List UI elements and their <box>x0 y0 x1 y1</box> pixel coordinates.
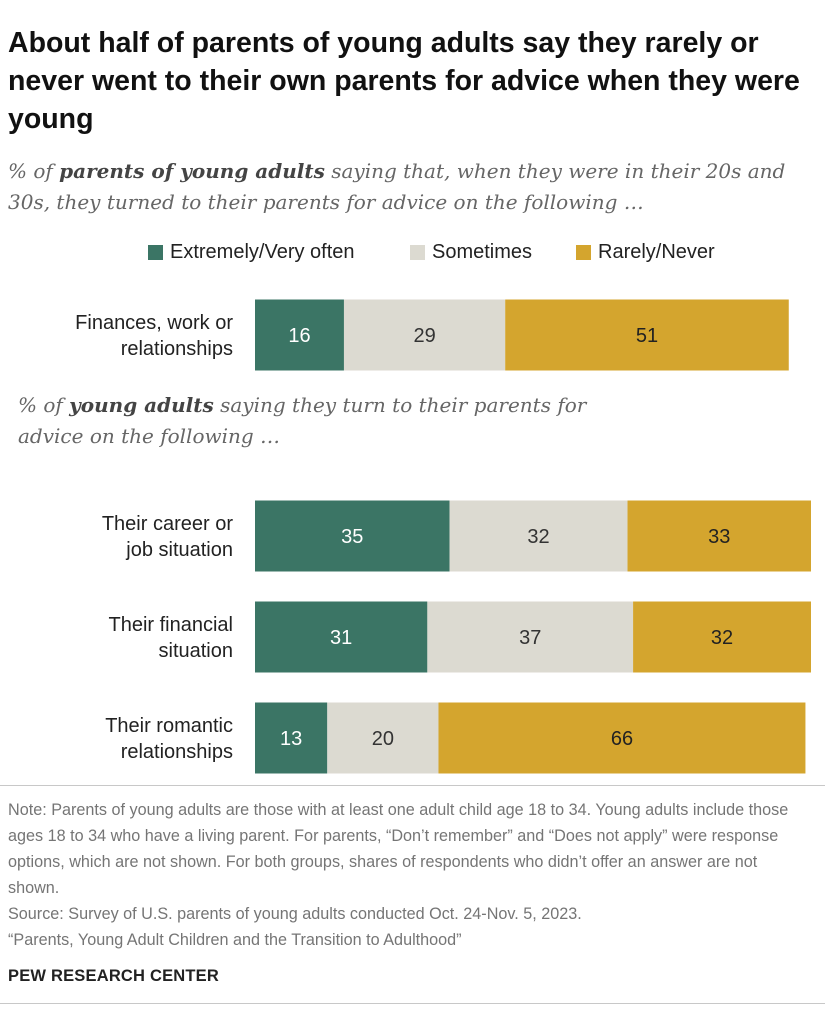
chart-notes: Note: Parents of young adults are those … <box>8 797 813 953</box>
value-label-their-career-or-job-situation-rarely: 33 <box>708 526 730 548</box>
subtitle-young-post: saying they turn to their parents for ad… <box>18 393 587 448</box>
legend-swatch-sometimes <box>410 244 425 260</box>
legend-item-rarely: Rarely/Never <box>576 239 715 265</box>
note-divider <box>0 785 825 786</box>
value-label-their-romantic-relationships-rarely: 66 <box>611 728 633 750</box>
subtitle-young-pre: % of <box>18 393 70 417</box>
bar-their-romantic-relationships-sometimes <box>327 702 439 774</box>
pew-logo-text: PEW RESEARCH CENTER <box>8 967 219 985</box>
category-label-their-financial-situation: Their financial situation <box>108 614 233 662</box>
bar-finances-work-or-relationships-rarely <box>505 299 789 371</box>
value-label-finances-work-or-relationships-rarely: 51 <box>636 325 658 347</box>
value-label-their-career-or-job-situation-sometimes: 32 <box>527 526 549 548</box>
bar-finances-work-or-relationships-often <box>255 299 344 371</box>
value-label-their-romantic-relationships-often: 13 <box>280 728 302 750</box>
legend-item-often: Extremely/Very often <box>148 239 355 265</box>
legend-label-sometimes: Sometimes <box>432 241 533 263</box>
category-label-their-career-or-job-situation: Their career or job situation <box>102 513 233 561</box>
value-label-their-career-or-job-situation-often: 35 <box>341 526 363 548</box>
stacked-bar-chart: Finances, work or relationships 16 29 51 Thei… <box>75 299 811 774</box>
subtitle-parents-pre: % of <box>8 159 60 183</box>
bar-their-financial-situation-sometimes <box>427 601 634 673</box>
bar-their-financial-situation-often <box>255 601 428 673</box>
value-label-their-financial-situation-sometimes: 37 <box>519 627 541 649</box>
bar-their-financial-situation-rarely <box>633 601 811 673</box>
bar-their-career-or-job-situation-rarely <box>627 500 811 572</box>
subtitle-young-bold: young adults <box>69 393 214 417</box>
legend-label-often: Extremely/Very often <box>170 241 355 263</box>
bar-finances-work-or-relationships-sometimes <box>343 299 506 371</box>
legend-label-rarely: Rarely/Never <box>598 241 715 263</box>
legend-item-sometimes: Sometimes <box>410 239 532 265</box>
source-text: Source: Survey of U.S. parents of young … <box>8 905 582 923</box>
bar-their-career-or-job-situation-often <box>255 500 450 572</box>
subtitle-parents-bold: parents of young adults <box>59 159 325 183</box>
legend-swatch-often <box>148 244 163 260</box>
value-label-finances-work-or-relationships-often: 16 <box>288 325 310 347</box>
category-label-their-romantic-relationships: Their romantic relationships <box>105 715 233 763</box>
report-title: “Parents, Young Adult Children and the T… <box>8 931 462 949</box>
bar-their-romantic-relationships-rarely <box>438 702 806 774</box>
legend-swatch-rarely <box>576 244 591 260</box>
footer-divider <box>0 1003 825 1004</box>
bar-their-romantic-relationships-often <box>255 702 328 774</box>
chart-subtitle-young-adults: % of young adults saying they turn to th… <box>18 390 658 452</box>
value-label-their-financial-situation-often: 31 <box>330 627 352 649</box>
value-label-finances-work-or-relationships-sometimes: 29 <box>413 325 435 347</box>
category-label-finances-work-or-relationships: Finances, work or relationships <box>75 312 233 360</box>
value-label-their-romantic-relationships-sometimes: 20 <box>372 728 394 750</box>
legend: Extremely/Very often Sometimes Rarely/Ne… <box>0 239 825 265</box>
chart-subtitle-parents: % of parents of young adults saying that… <box>8 156 808 218</box>
note-text: Note: Parents of young adults are those … <box>8 801 789 897</box>
bar-their-career-or-job-situation-sometimes <box>449 500 628 572</box>
subtitle-parents-post: saying that, when they were in their 20s… <box>8 159 786 214</box>
value-label-their-financial-situation-rarely: 32 <box>711 627 733 649</box>
chart-title: About half of parents of young adults sa… <box>8 27 800 135</box>
